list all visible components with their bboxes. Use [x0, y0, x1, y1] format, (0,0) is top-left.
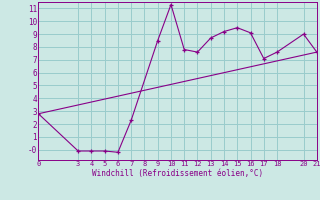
X-axis label: Windchill (Refroidissement éolien,°C): Windchill (Refroidissement éolien,°C) [92, 169, 263, 178]
